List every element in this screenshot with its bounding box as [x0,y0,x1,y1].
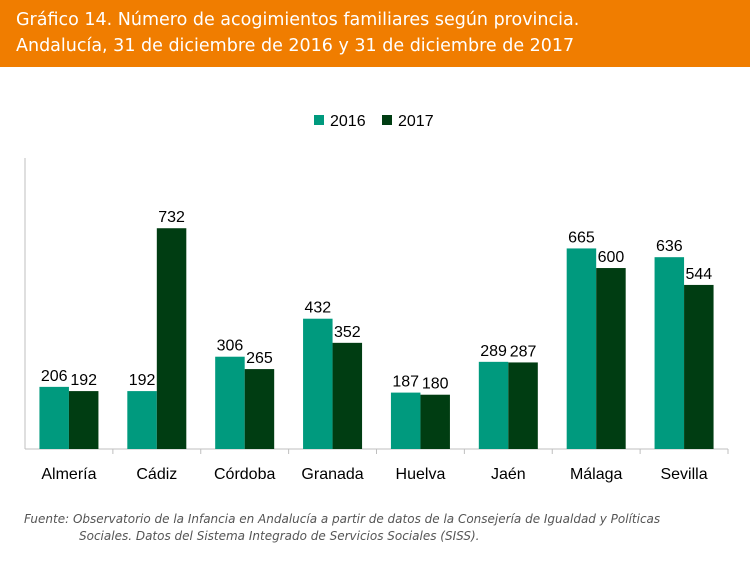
x-tick-label: Almería [41,466,96,483]
chart-title-line-2: Andalucía, 31 de diciembre de 2016 y 31 … [16,36,575,56]
x-tick-label: Jaén [491,466,526,483]
bar-2016-3 [303,318,333,449]
data-label-2016-1: 192 [129,372,156,389]
bar-2016-7 [654,257,685,449]
x-tick-label: Sevilla [660,466,707,483]
source-note: Fuente: Observatorio de la Infancia en A… [24,511,724,545]
data-label-2016-7: 636 [656,238,683,255]
bar-2017-0 [68,391,99,449]
legend-swatch-2016 [314,115,324,125]
data-label-2016-0: 206 [41,368,68,385]
bar-2017-2 [244,369,275,449]
data-label-2017-2: 265 [246,350,273,367]
source-line-2: Sociales. Datos del Sistema Integrado de… [79,529,480,543]
bar-2016-2 [215,356,245,449]
data-label-2016-5: 289 [480,343,507,360]
x-tick-label: Granada [301,466,363,483]
x-tick-label: Córdoba [214,466,275,483]
data-label-2017-0: 192 [70,372,97,389]
bar-2016-1 [127,391,157,449]
chart-title-line-1: Gráfico 14. Número de acogimientos famil… [16,10,580,30]
bar-2017-4 [420,394,450,449]
chart-title-banner: Gráfico 14. Número de acogimientos famil… [0,0,750,67]
legend-swatch-2017 [382,115,392,125]
data-label-2017-3: 352 [334,324,361,341]
data-label-2017-5: 287 [510,343,537,360]
bar-2017-7 [684,284,714,449]
bar-2016-5 [478,361,509,449]
x-tick-label: Málaga [570,466,623,483]
bar-2017-1 [156,228,187,449]
data-label-2016-6: 665 [568,229,595,246]
data-label-2017-7: 544 [685,266,712,283]
data-label-2017-1: 732 [158,209,185,226]
data-label-2016-3: 432 [304,300,331,317]
data-label-2016-2: 306 [217,338,244,355]
bar-2016-0 [39,386,69,449]
bar-chart: 206 192Almería192732Cádiz306265Córdoba432… [24,113,729,483]
legend-label-2017: 2017 [398,113,434,130]
bar-2017-3 [332,342,363,449]
bar-2017-6 [596,268,626,449]
bar-2016-4 [390,392,421,449]
x-tick-label: Cádiz [136,466,177,483]
legend-label-2016: 2016 [330,113,366,130]
data-label-2017-4: 180 [422,376,449,393]
x-tick-label: Huelva [396,466,446,483]
bar-2016-6 [566,248,597,449]
data-label-2016-4: 187 [392,374,419,391]
data-label-2017-6: 600 [598,249,625,266]
source-line-1: Fuente: Observatorio de la Infancia en A… [24,512,661,526]
bar-2017-5 [508,362,538,449]
